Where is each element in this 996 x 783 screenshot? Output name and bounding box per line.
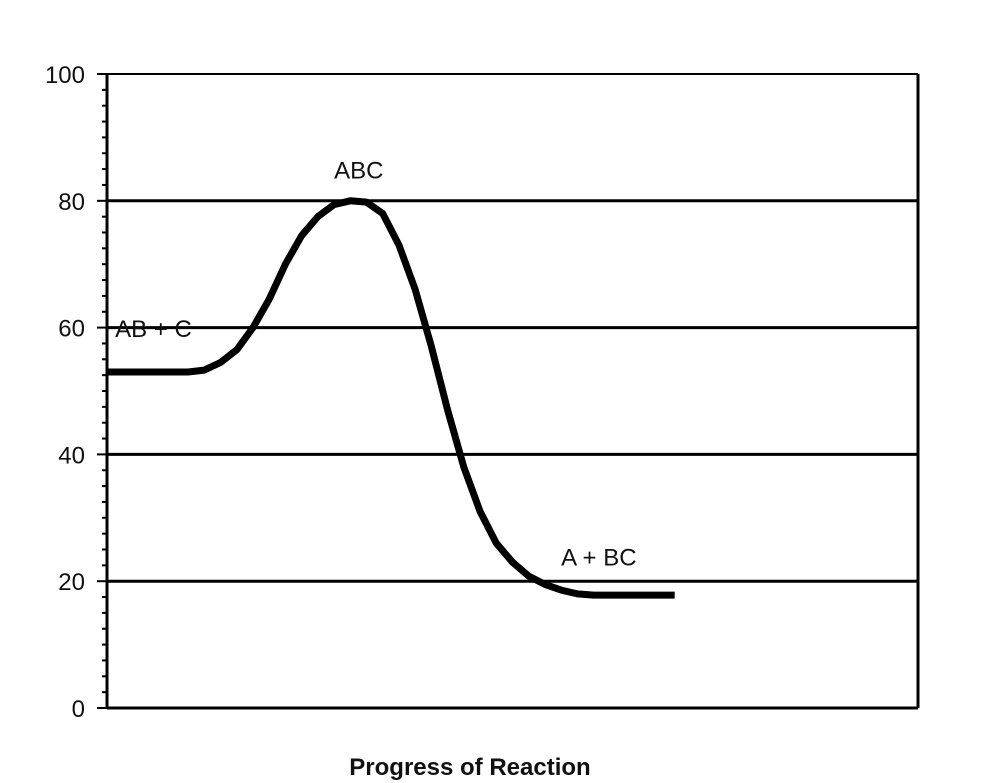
gridlines bbox=[107, 199, 918, 583]
x-axis-label: Progress of Reaction bbox=[349, 754, 590, 781]
reaction-curve-series bbox=[107, 197, 675, 599]
annotations: AB + C ABC A + BC bbox=[115, 158, 636, 572]
y-tick-label-40: 40 bbox=[58, 442, 85, 469]
y-tick-label-20: 20 bbox=[58, 569, 85, 596]
y-axis-ticks: 0 20 40 60 80 100 bbox=[45, 62, 107, 723]
annotation-label-0: AB + C bbox=[115, 316, 192, 343]
y-tick-label-60: 60 bbox=[58, 316, 85, 343]
y-tick-label-80: 80 bbox=[58, 189, 85, 216]
annotation-label-2: A + BC bbox=[561, 544, 636, 571]
y-tick-label-0: 0 bbox=[72, 696, 85, 723]
axes bbox=[105, 73, 920, 710]
y-tick-label-100: 100 bbox=[45, 62, 85, 89]
annotation-label-1: ABC bbox=[334, 158, 383, 185]
series-line-0 bbox=[107, 197, 675, 599]
